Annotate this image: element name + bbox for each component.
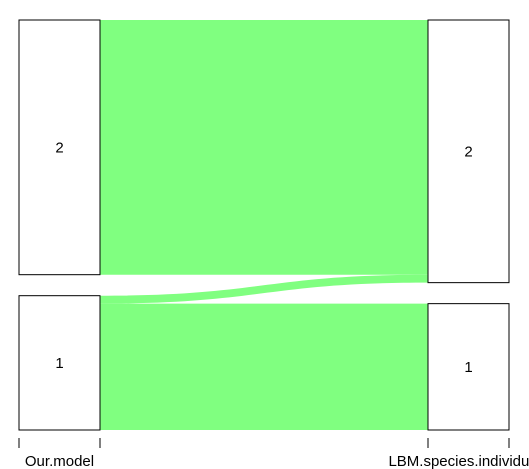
stratum-label-1-2: 2 — [464, 143, 472, 160]
flow-1-to-1 — [100, 303, 428, 430]
flow-layer — [100, 20, 428, 430]
stratum-label-1-1: 1 — [464, 359, 472, 376]
stratum-box-1-1 — [427, 303, 510, 431]
flow-1-to-2 — [100, 274, 428, 304]
stratum-box-1-2 — [427, 19, 510, 284]
stratum-layer: 2 1 2 1 — [18, 19, 510, 431]
stratum-box-0-2 — [18, 19, 101, 276]
x-axis: Our.model LBM.species.individuals — [18, 438, 529, 469]
axis-label-1: LBM.species.individuals — [388, 453, 529, 469]
stratum-label-0-2: 2 — [55, 139, 63, 156]
stratum-label-0-1: 1 — [55, 355, 63, 372]
flow-2-to-2 — [100, 20, 428, 275]
axis-label-0: Our.model — [25, 453, 94, 469]
stratum-box-0-1 — [18, 295, 101, 431]
